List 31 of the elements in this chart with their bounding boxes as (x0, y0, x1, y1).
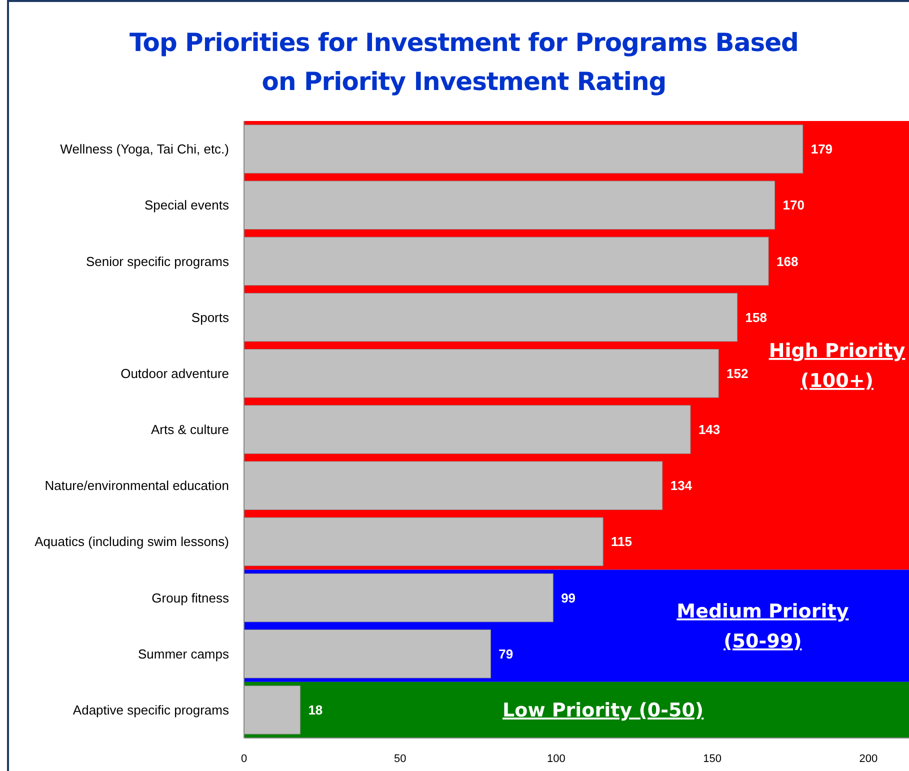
y-tick-label: Group fitness (152, 590, 230, 606)
y-tick-label: Special events (144, 198, 230, 213)
y-tick-label: Arts & culture (150, 422, 229, 438)
data-label: 170 (782, 198, 804, 213)
y-tick-label: Nature/environmental education (44, 478, 229, 494)
y-tick-label: Outdoor adventure (120, 366, 229, 381)
band-label: Medium Priority (50-99) (676, 600, 850, 652)
chart-title: Top Priorities for Investment for Programs Based on Priority Investment Rating (130, 28, 798, 96)
data-label: 179 (810, 142, 833, 157)
data-label: 115 (611, 534, 632, 550)
band-label: High Priority (100+) (768, 340, 906, 392)
y-tick-label: Senior specific programs (86, 254, 230, 269)
data-label: 143 (698, 422, 720, 438)
data-label: 168 (776, 254, 798, 269)
data-label: 18 (308, 702, 323, 718)
y-tick-label: Summer camps (138, 646, 230, 662)
x-tick-label: 200 (859, 752, 878, 765)
x-tick-label: 150 (703, 752, 722, 765)
x-tick-label: 50 (394, 752, 406, 765)
data-label: 152 (726, 366, 748, 381)
data-label: 158 (745, 310, 767, 325)
x-tick-label: 100 (547, 752, 566, 765)
data-label: 99 (561, 590, 576, 606)
y-tick-label: Sports (191, 310, 230, 325)
band-label: Low Priority (0-50) (502, 700, 704, 722)
data-label: 79 (498, 646, 514, 662)
y-tick-label: Aquatics (including swim lessons) (34, 534, 229, 550)
y-tick-label: Wellness (Yoga, Tai Chi, etc.) (60, 142, 229, 157)
x-tick-label: 0 (240, 752, 248, 765)
y-tick-label: Adaptive specific programs (72, 702, 230, 718)
data-label: 134 (670, 478, 693, 494)
